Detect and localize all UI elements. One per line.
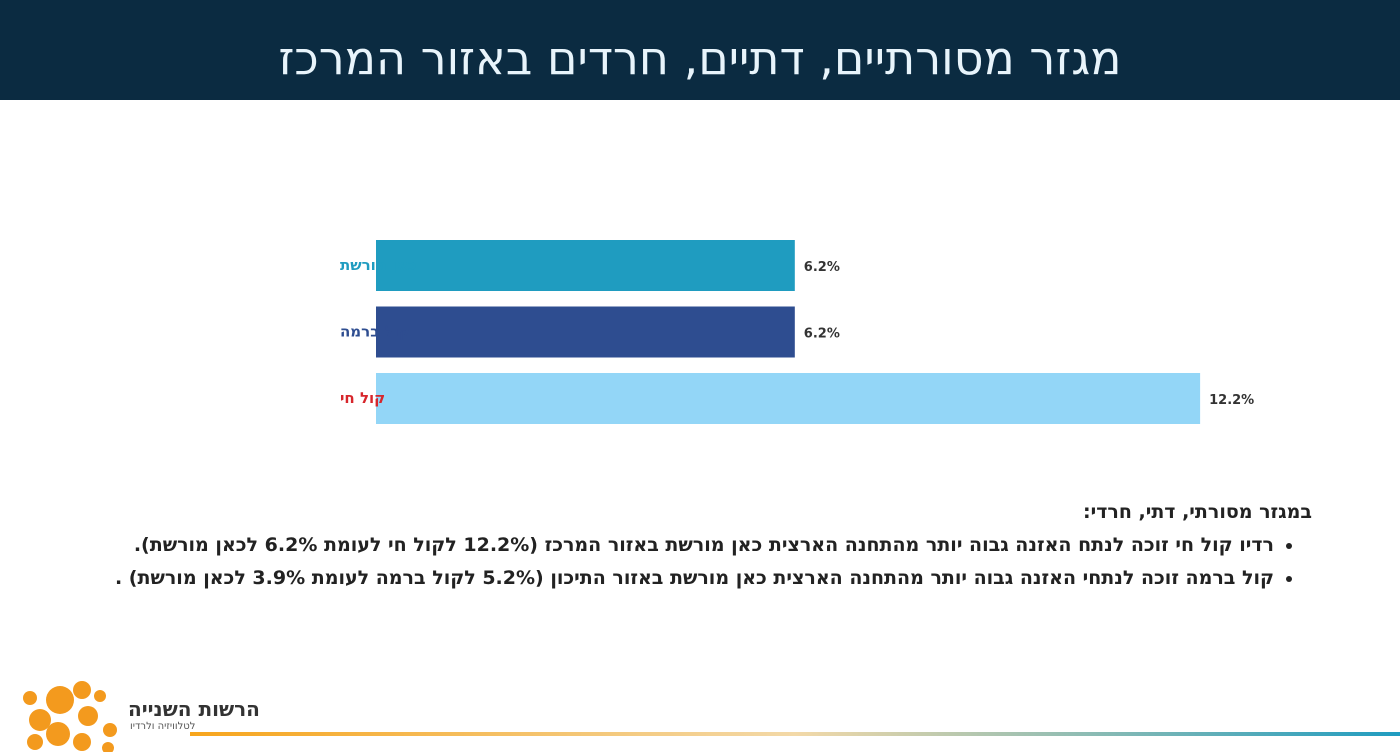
category-label: כאן מורשת: [340, 256, 416, 274]
slide-title: מגזר מסורתיים, דתיים, חרדים באזור המרכז: [278, 31, 1122, 85]
footer-logo: [23, 681, 117, 752]
footer-org: הרשות השנייה: [128, 697, 260, 721]
title-bar: [0, 0, 1400, 100]
note-bullet: רדיו קול חי זוכה לנתח האזנה גבוה יותר מה…: [102, 529, 1274, 562]
notes-list: רדיו קול חי זוכה לנתח האזנה גבוה יותר מה…: [102, 529, 1312, 595]
bar: [376, 306, 795, 358]
bar: [376, 240, 795, 291]
bar: [376, 373, 1201, 424]
notes-heading: במגזר מסורתי, דתי, חרדי:: [1083, 501, 1312, 523]
category-label: קול ברמה: [340, 323, 410, 341]
value-label: 6.2%: [804, 327, 840, 342]
footer-line: [190, 732, 1400, 736]
note-bullet: קול ברמה זוכה לנתחי האזנה גבוה יותר מהתח…: [102, 562, 1274, 595]
value-label: 6.2%: [804, 260, 840, 275]
notes: במגזר מסורתי, דתי, חרדי: רדיו קול חי זוכ…: [102, 496, 1312, 595]
category-label: קול חי: [340, 389, 385, 407]
value-label: 12.2%: [1209, 393, 1254, 408]
footer-tagline: לטלוויזיה ולרדיו: [130, 721, 196, 732]
